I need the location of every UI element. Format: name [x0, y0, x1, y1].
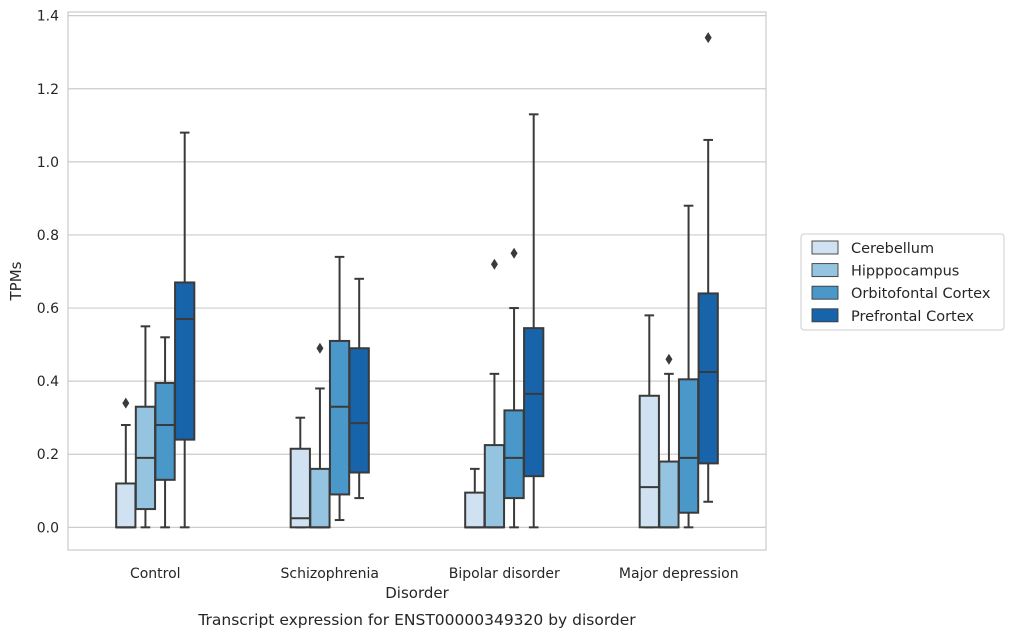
x-tick-label: Bipolar disorder	[449, 566, 560, 582]
box-0-2	[464, 467, 486, 529]
box-iqr	[483, 444, 506, 529]
y-tick-label: 0.4	[37, 374, 59, 390]
legend-label: Orbitofontal Cortex	[851, 286, 991, 302]
y-tick-label: 1.0	[37, 155, 59, 171]
y-tick-label: 0.8	[37, 228, 59, 244]
legend-frame	[800, 233, 1005, 331]
box-iqr	[348, 347, 370, 474]
outlier-point	[122, 397, 130, 409]
box-iqr	[638, 394, 660, 529]
legend-label: Prefrontal Cortex	[851, 309, 974, 325]
box-3-1	[348, 277, 370, 500]
y-axis-title: TPMs	[7, 261, 25, 301]
box-iqr	[503, 409, 525, 500]
outlier-point	[510, 247, 518, 259]
box-0-1	[289, 416, 311, 529]
x-tick-label: Major depression	[619, 566, 739, 582]
box-iqr	[289, 447, 311, 529]
x-tick-label: Schizophrenia	[281, 566, 379, 582]
y-tick-label: 1.4	[37, 9, 59, 25]
box-3-3	[697, 32, 719, 503]
chart-caption: Transcript expression for ENST0000034932…	[197, 611, 636, 629]
x-axis-title: Disorder	[385, 584, 449, 602]
outlier-point	[316, 342, 324, 354]
plot-area-frame	[67, 11, 767, 551]
box-1-1	[309, 342, 331, 529]
box-iqr	[115, 482, 137, 529]
outlier-point	[490, 258, 498, 270]
y-tick-label: 0.0	[37, 520, 59, 536]
outlier-point	[665, 353, 673, 365]
x-axis-ticks: Control Schizophrenia Bipolar disorder Majo…	[130, 566, 739, 582]
y-tick-label: 0.2	[37, 447, 59, 463]
legend-swatch	[811, 308, 839, 323]
box-iqr	[658, 460, 680, 529]
legend-swatch	[811, 285, 839, 300]
outlier-point	[704, 32, 712, 44]
box-iqr	[174, 281, 196, 441]
x-tick-label: Control	[130, 566, 181, 582]
legend-swatch	[811, 263, 839, 278]
box-3-2	[523, 113, 545, 529]
box-1-0	[134, 325, 157, 529]
y-axis-ticks: 0.0 0.2 0.4 0.6 0.8 1.0 1.2 1.4	[37, 9, 59, 537]
box-elements	[115, 32, 719, 529]
box-iqr	[309, 467, 331, 529]
legend-label: Cerebellum	[851, 241, 934, 257]
box-iqr	[328, 339, 351, 496]
box-2-2	[503, 247, 525, 529]
box-iqr	[677, 378, 700, 514]
box-iqr	[154, 381, 176, 481]
legend-label: Hipppocampus	[851, 264, 959, 280]
legend: Cerebellum Hipppocampus Orbitofontal Corte…	[800, 233, 1005, 331]
box-3-0	[174, 131, 196, 529]
y-tick-label: 1.2	[37, 82, 59, 98]
box-iqr	[523, 327, 545, 478]
y-tick-label: 0.6	[37, 301, 59, 317]
legend-swatch	[811, 240, 839, 255]
box-iqr	[464, 491, 486, 529]
box-iqr	[697, 292, 719, 465]
box-0-0	[115, 397, 137, 529]
